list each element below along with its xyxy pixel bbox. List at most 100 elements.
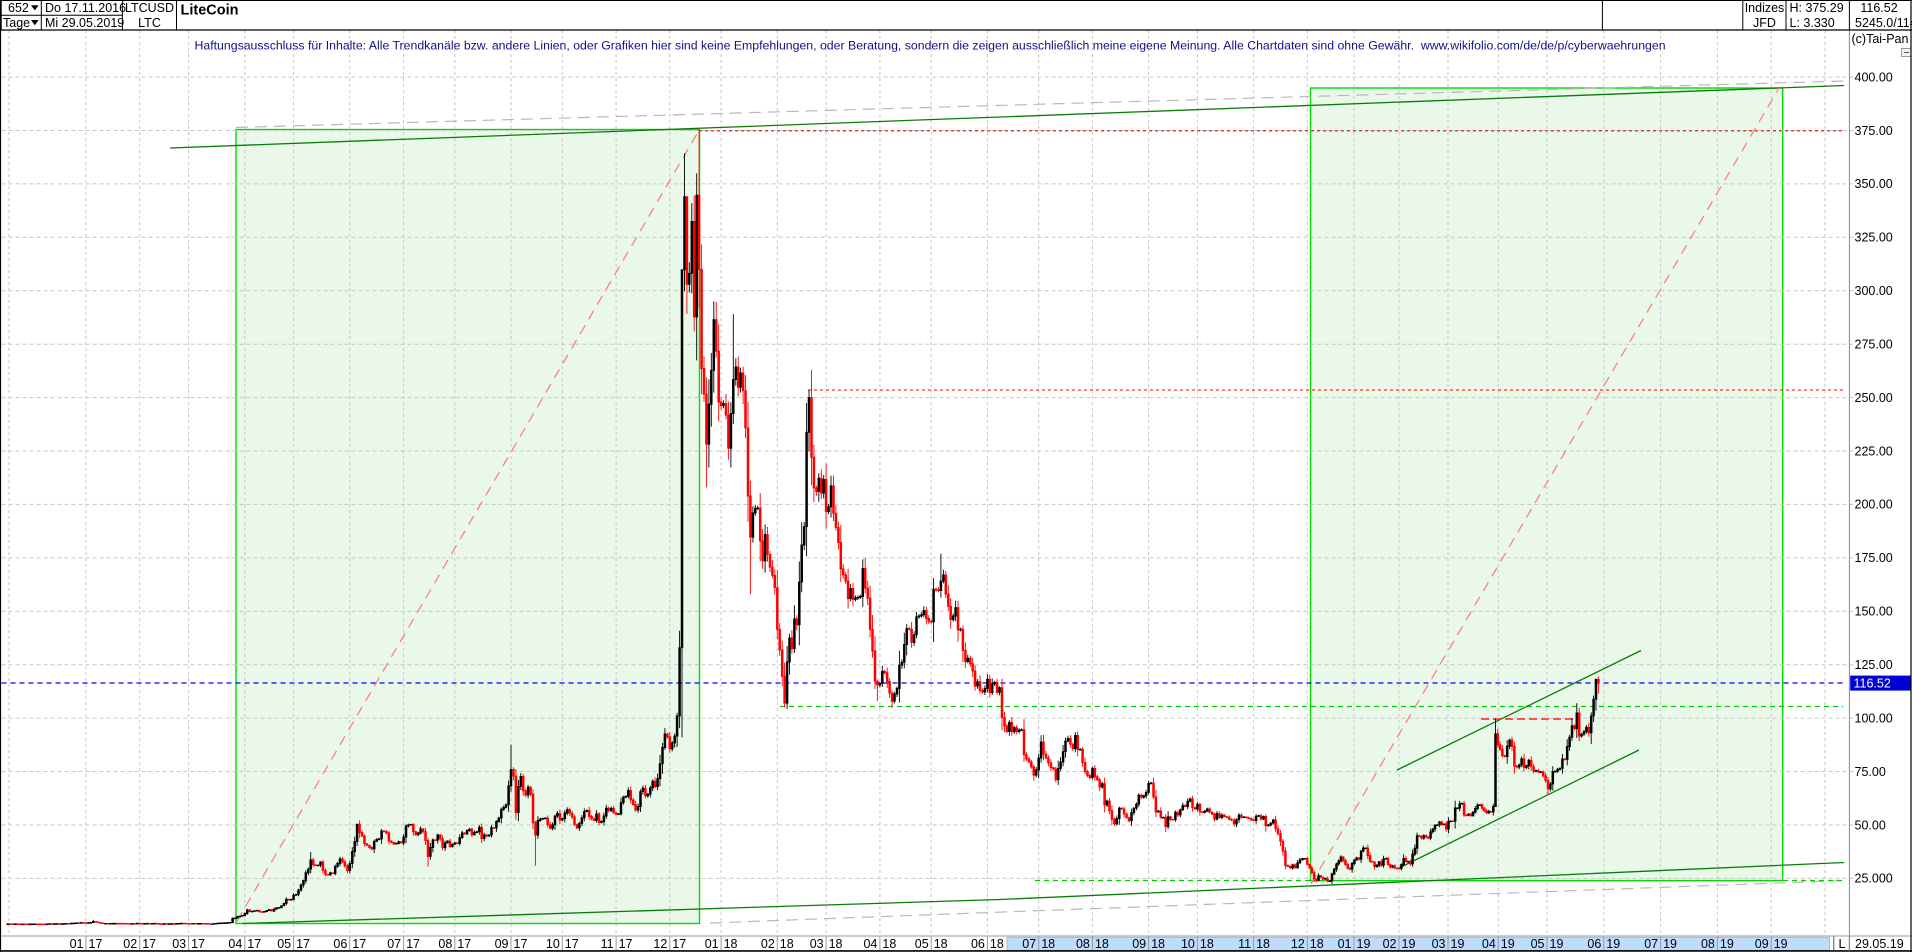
svg-text:07: 07	[1022, 937, 1036, 951]
svg-text:325.00: 325.00	[1855, 231, 1893, 245]
svg-text:06: 06	[333, 937, 347, 951]
svg-text:Haftungsausschluss für Inhalte: Haftungsausschluss für Inhalte: Alle Tre…	[195, 39, 1666, 53]
svg-text:29.05.19: 29.05.19	[1855, 937, 1904, 951]
svg-text:18: 18	[1200, 937, 1214, 951]
svg-text:LTC: LTC	[138, 16, 161, 30]
svg-text:08: 08	[438, 937, 452, 951]
svg-text:Mi 29.05.2019: Mi 29.05.2019	[45, 16, 124, 30]
svg-text:11: 11	[601, 937, 614, 951]
svg-text:09: 09	[495, 937, 509, 951]
svg-text:Indizes: Indizes	[1745, 1, 1785, 15]
svg-text:19: 19	[1720, 937, 1734, 951]
svg-text:02: 02	[123, 937, 137, 951]
svg-text:09: 09	[1755, 937, 1769, 951]
svg-text:350.00: 350.00	[1855, 177, 1893, 191]
svg-text:125.00: 125.00	[1855, 658, 1893, 672]
svg-text:200.00: 200.00	[1855, 498, 1893, 512]
svg-text:17: 17	[296, 937, 310, 951]
svg-text:17: 17	[514, 937, 528, 951]
svg-text:375.00: 375.00	[1855, 124, 1893, 138]
svg-text:08: 08	[1076, 937, 1090, 951]
svg-text:07: 07	[1644, 937, 1658, 951]
svg-text:25.000: 25.000	[1855, 872, 1893, 886]
svg-text:300.00: 300.00	[1855, 284, 1893, 298]
svg-text:04: 04	[1482, 937, 1496, 951]
svg-text:18: 18	[1256, 937, 1270, 951]
svg-text:225.00: 225.00	[1855, 444, 1893, 458]
svg-text:5245.0/114: 5245.0/114	[1855, 16, 1912, 30]
svg-text:05: 05	[277, 937, 291, 951]
svg-text:02: 02	[761, 937, 775, 951]
svg-text:LiteCoin: LiteCoin	[181, 3, 239, 19]
svg-text:18: 18	[882, 937, 896, 951]
svg-text:652: 652	[8, 1, 29, 15]
svg-text:JFD: JFD	[1753, 16, 1776, 30]
svg-text:L: L	[1839, 937, 1846, 951]
svg-text:18: 18	[934, 937, 948, 951]
svg-text:10: 10	[1181, 937, 1195, 951]
svg-text:100.00: 100.00	[1855, 711, 1893, 725]
svg-text:02: 02	[1383, 937, 1397, 951]
svg-text:150.00: 150.00	[1855, 605, 1893, 619]
svg-text:03: 03	[172, 937, 186, 951]
svg-text:17: 17	[142, 937, 156, 951]
svg-text:12: 12	[653, 937, 667, 951]
svg-text:19: 19	[1550, 937, 1564, 951]
svg-text:18: 18	[724, 937, 738, 951]
svg-text:10: 10	[546, 937, 560, 951]
svg-text:17: 17	[672, 937, 686, 951]
svg-text:275.00: 275.00	[1855, 338, 1893, 352]
svg-text:18: 18	[1095, 937, 1109, 951]
svg-text:17: 17	[457, 937, 471, 951]
svg-text:11: 11	[1238, 937, 1251, 951]
svg-text:19: 19	[1357, 937, 1371, 951]
svg-text:(c)Tai-Pan: (c)Tai-Pan	[1852, 32, 1909, 46]
svg-text:18: 18	[1151, 937, 1165, 951]
svg-text:03: 03	[810, 937, 824, 951]
svg-text:08: 08	[1701, 937, 1715, 951]
svg-text:07: 07	[387, 937, 401, 951]
svg-text:75.00: 75.00	[1855, 765, 1886, 779]
svg-text:116.52: 116.52	[1860, 1, 1897, 15]
svg-text:17: 17	[352, 937, 366, 951]
svg-text:400.00: 400.00	[1855, 70, 1893, 84]
svg-text:L: 3.330: L: 3.330	[1790, 16, 1835, 30]
svg-text:Do 17.11.2016: Do 17.11.2016	[45, 1, 126, 15]
svg-text:250.00: 250.00	[1855, 391, 1893, 405]
svg-text:01: 01	[705, 937, 719, 951]
svg-text:19: 19	[1402, 937, 1416, 951]
svg-text:12: 12	[1291, 937, 1305, 951]
svg-text:17: 17	[406, 937, 420, 951]
svg-text:Tage: Tage	[3, 16, 30, 30]
svg-text:LTCUSD: LTCUSD	[125, 1, 174, 15]
svg-text:01: 01	[1338, 937, 1352, 951]
svg-text:116.52: 116.52	[1854, 677, 1891, 691]
svg-text:17: 17	[191, 937, 205, 951]
svg-text:19: 19	[1663, 937, 1677, 951]
svg-text:17: 17	[247, 937, 261, 951]
svg-text:18: 18	[1041, 937, 1055, 951]
svg-text:19: 19	[1501, 937, 1515, 951]
svg-text:04: 04	[228, 937, 242, 951]
svg-text:18: 18	[990, 937, 1004, 951]
svg-text:50.00: 50.00	[1855, 818, 1886, 832]
svg-text:06: 06	[1587, 937, 1601, 951]
svg-text:04: 04	[863, 937, 877, 951]
svg-text:19: 19	[1774, 937, 1788, 951]
svg-text:175.00: 175.00	[1855, 551, 1893, 565]
svg-text:18: 18	[1310, 937, 1324, 951]
svg-text:19: 19	[1606, 937, 1620, 951]
svg-text:01: 01	[70, 937, 84, 951]
svg-text:18: 18	[829, 937, 843, 951]
svg-text:17: 17	[565, 937, 579, 951]
svg-text:03: 03	[1432, 937, 1446, 951]
svg-text:19: 19	[1451, 937, 1465, 951]
svg-text:05: 05	[915, 937, 929, 951]
svg-text:17: 17	[619, 937, 633, 951]
svg-text:17: 17	[89, 937, 103, 951]
svg-text:18: 18	[780, 937, 794, 951]
svg-text:06: 06	[971, 937, 985, 951]
svg-text:05: 05	[1531, 937, 1545, 951]
svg-text:09: 09	[1132, 937, 1146, 951]
svg-text:H: 375.29: H: 375.29	[1790, 1, 1844, 15]
